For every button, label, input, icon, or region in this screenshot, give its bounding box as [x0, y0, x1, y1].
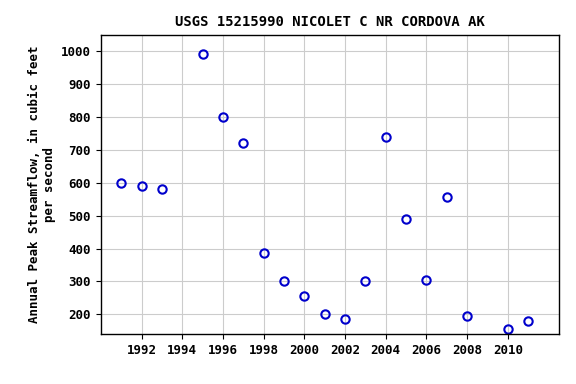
Title: USGS 15215990 NICOLET C NR CORDOVA AK: USGS 15215990 NICOLET C NR CORDOVA AK — [175, 15, 484, 29]
Y-axis label: Annual Peak Streamflow, in cubic feet
per second: Annual Peak Streamflow, in cubic feet pe… — [28, 46, 55, 323]
